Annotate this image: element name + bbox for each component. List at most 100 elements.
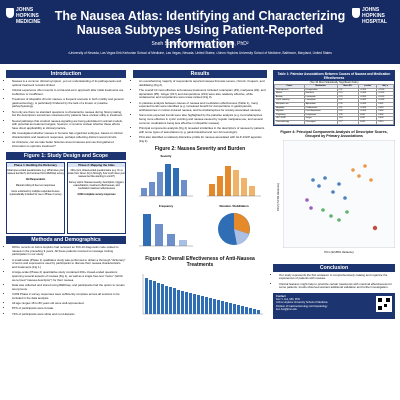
frequency-label: Frequency xyxy=(158,203,174,208)
list-item: The overall 10 most effective anti-nause… xyxy=(139,88,267,100)
phase1-title: Phase 1: Building the Dictionary xyxy=(7,162,64,167)
left-column: Introduction Nausea is a common clinical… xyxy=(6,70,126,318)
table-cell: Olanzapine xyxy=(303,119,338,125)
phase2-step3: 3,609 complete survey responses xyxy=(77,192,116,196)
figure4-pca-plot: PC2 (7.01% Variance) PC1 (32.86% Vari xyxy=(273,139,395,260)
list-item: We investigated whether nausea in humans… xyxy=(12,131,126,139)
title-line-1: The Nausea Atlas: Identifying and Charac… xyxy=(54,9,346,23)
figure4-title: Figure 4: Principal Components Analysis … xyxy=(280,129,388,138)
frequency-bar-chart xyxy=(139,213,193,246)
johns-hopkins-hospital-logo: JOHNS HOPKINS HOSPITAL xyxy=(352,6,392,28)
list-item: Our study represents the first endeavor … xyxy=(279,273,395,281)
list-item: Not only are there no standard questions… xyxy=(12,110,126,118)
burden-bar-chart xyxy=(207,165,261,196)
list-item: All age ranges 18 to 80 years old were w… xyxy=(12,301,126,306)
left-logo-text: JOHNS HOPKINS MEDICINE xyxy=(16,7,41,25)
figure3-title: Figure 3: Overall Effectiveness of Anti-… xyxy=(145,255,255,268)
contact-label: Contact xyxy=(276,294,286,298)
table1-body: Gastroparesis Domperidone 2.41 <0.001 <0.001… xyxy=(274,87,394,125)
duration-debilitation-panel: Duration / Debilitation xyxy=(203,204,265,252)
duration-pie-chart xyxy=(218,212,250,245)
figure2-panels: Severity . Frequency xyxy=(133,154,267,254)
list-item: Some less expected trends were also high… xyxy=(139,114,267,125)
phase1-step2: 119 Respondents xyxy=(25,177,46,181)
list-item: A small-scale (Phase 1) qualitative stud… xyxy=(12,258,126,270)
phase2-step1: 200+ item closed-ended questionnaire (e.… xyxy=(68,168,125,178)
methods-heading: Methods and Demographics xyxy=(6,235,126,244)
shield-icon xyxy=(352,8,360,18)
pca-y-axis-label: PC2 (7.01% Variance) xyxy=(276,182,280,211)
poster-header: JOHNS HOPKINS MEDICINE The Nausea Atlas:… xyxy=(0,0,400,64)
contact-dept: Division of Gastroenterology and Hepatol… xyxy=(276,304,328,308)
table1: Cause Medication Mean Eff. p-value Adj. … xyxy=(274,84,394,125)
burden-panel: . xyxy=(203,154,265,200)
phase2-step2: Survey topics: Nausea severity, descript… xyxy=(68,180,125,190)
duration-debilitation-labels: Duration / Debilitation xyxy=(219,203,249,208)
list-item: Clinical experience often resorts to a t… xyxy=(12,88,126,96)
list-item: 72% of participants were white and non-H… xyxy=(12,312,126,317)
authors: Sneh Sonaiya, MD¹,², Ken Y. Hui, MD, PhD… xyxy=(151,41,249,47)
results-list: An overwhelming majority of respondents … xyxy=(133,79,267,144)
list-item: A large-scale (Phase 2) quantitative stu… xyxy=(12,270,126,282)
table-cell: 2.27 xyxy=(336,119,360,125)
severity-label: Severity xyxy=(160,153,172,158)
table-cell: 0.010 xyxy=(376,119,394,125)
list-item: Treatment of idiopathic chronic nausea, … xyxy=(12,97,126,109)
table-cell: Chemotherapy xyxy=(274,119,305,125)
phase2-title: Phase 2: Mapping the Atlas xyxy=(68,162,125,167)
frequency-panel: Frequency xyxy=(135,204,197,252)
conclusion-list: Our study represents the first endeavor … xyxy=(273,273,395,290)
middle-column: Results An overwhelming majority of resp… xyxy=(133,70,267,323)
contact-name: Ken Y. Hui, MD, PhD xyxy=(276,298,300,302)
list-item: Data was collected and stored using REDC… xyxy=(12,283,126,291)
introduction-heading: Introduction xyxy=(6,70,126,78)
contact-box: Contact Ken Y. Hui, MD, PhD Johns Hopkin… xyxy=(273,292,395,319)
phase2-box: Phase 2: Mapping the Atlas 200+ item clo… xyxy=(67,161,126,234)
table1-subtitle: (Top 30 Most Statistically Significant P… xyxy=(309,81,359,84)
list-item: PCA also identified a relatively distinc… xyxy=(139,135,267,143)
list-item: Principal components analysis (Fig 4) re… xyxy=(139,126,267,134)
table1-box: Table 1: Pairwise Associations Between C… xyxy=(273,70,395,126)
conclusion-heading: Conclusion xyxy=(273,263,395,272)
list-item: 3,609 Phase 2 survey responses were suff… xyxy=(12,292,126,300)
title-line-2: Nausea Subtypes Using Patient-Reported I… xyxy=(76,23,324,51)
johns-hopkins-medicine-logo: JOHNS HOPKINS MEDICINE xyxy=(6,6,46,28)
right-logo-text: JOHNS HOPKINS HOSPITAL xyxy=(362,7,387,25)
phase1-step1: Initial open-ended questionnaire (e.g. W… xyxy=(7,168,64,175)
list-item: In pairwise analysis between causes of n… xyxy=(139,101,267,113)
contact-email[interactable]: ken.hui@jhmi.edu xyxy=(276,307,297,311)
list-item: Clinical features might help to prioriti… xyxy=(279,282,395,290)
figure1-diagram: Phase 1: Building the Dictionary Initial… xyxy=(6,161,126,234)
introduction-list: Nausea is a common clinical symptom, yet… xyxy=(6,79,126,149)
affiliations: ¹University of Nevada, Las Vegas Kirk Ke… xyxy=(68,51,332,55)
shield-icon xyxy=(6,8,14,18)
table-row: Chemotherapy Olanzapine 2.27 0.002 0.010 xyxy=(274,119,394,125)
table-cell: 0.002 xyxy=(358,119,378,125)
phase1-step3: Manual coding of free text responses xyxy=(15,183,56,187)
pca-scatter xyxy=(283,139,395,248)
list-item: 87% of participants were female. xyxy=(12,307,126,311)
list-item: Neural pathways that conduct nausea sign… xyxy=(12,119,126,131)
qr-code-icon xyxy=(376,295,392,312)
phase1-step4: Items endorsed by multiple respondents w… xyxy=(9,189,62,196)
contact-org: Johns Hopkins University School of Medic… xyxy=(276,301,328,305)
severity-panel: Severity xyxy=(135,154,197,200)
figure3-treatment-chart xyxy=(142,273,263,314)
table1-title: Table 1: Pairwise Associations Between C… xyxy=(274,71,394,81)
figure2-title: Figure 2: Nausea Severity and Burden xyxy=(154,145,246,152)
list-item: 6000+ records at Johns Hopkins had recei… xyxy=(12,245,126,257)
duration-label: Duration xyxy=(219,203,231,208)
table-row: Motion Meclizine 2.10 <0.001 <0.001 xyxy=(274,91,394,96)
right-column: Table 1: Pairwise Associations Between C… xyxy=(273,70,395,319)
methods-list: 6000+ records at Johns Hopkins had recei… xyxy=(6,245,126,317)
list-item: An overwhelming majority of respondents … xyxy=(139,79,267,87)
pca-x-axis-label: PC1 (32.86% Variance) xyxy=(324,249,354,254)
severity-bar-chart xyxy=(139,163,193,196)
list-item: Nausea is a common clinical symptom, yet… xyxy=(12,79,126,87)
poster-title: The Nausea Atlas: Identifying and Charac… xyxy=(50,9,350,51)
figure1-heading: Figure 1: Study Design and Scope xyxy=(6,151,126,160)
debilitation-label: Debilitation xyxy=(233,203,249,208)
phase1-box: Phase 1: Building the Dictionary Initial… xyxy=(6,161,65,234)
results-heading: Results xyxy=(133,70,267,78)
list-item: As clinicians, can we take better histor… xyxy=(12,140,126,148)
